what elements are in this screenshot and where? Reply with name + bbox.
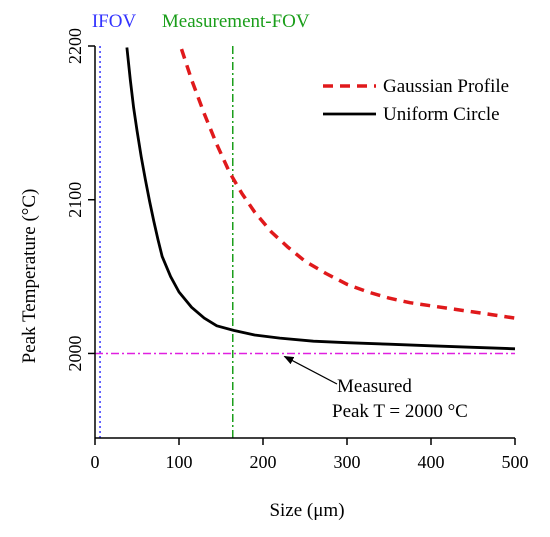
- ref-line-label-0: IFOV: [92, 11, 137, 32]
- series-line-gaussian-profile: [179, 48, 516, 320]
- x-tick-label-1: 100: [166, 452, 193, 472]
- legend-label-1: Uniform Circle: [383, 104, 500, 125]
- y-tick-label-1: 2100: [65, 182, 85, 218]
- x-tick-label-4: 400: [418, 452, 445, 472]
- axes: 0 100 200 300 400 500 2000 2100 2200: [65, 28, 529, 472]
- legend-label-0: Gaussian Profile: [383, 76, 509, 97]
- ref-line-label-1: Measurement-FOV: [162, 11, 310, 32]
- annotation: Measured Peak T = 2000 °C: [283, 355, 468, 422]
- x-tick-label-0: 0: [91, 452, 100, 472]
- y-tick-label-2: 2200: [65, 28, 85, 64]
- annotation-line-0: Measured: [337, 376, 412, 397]
- y-axis-label: Peak Temperature (°C): [19, 189, 40, 364]
- x-tick-label-5: 500: [502, 452, 529, 472]
- x-axis-label: Size (μm): [269, 500, 344, 521]
- series-layer: [125, 47, 516, 351]
- x-tick-label-3: 300: [334, 452, 361, 472]
- y-tick-label-0: 2000: [65, 335, 85, 371]
- x-tick-label-2: 200: [250, 452, 277, 472]
- annotation-line-1: Peak T = 2000 °C: [332, 401, 468, 422]
- series-line-uniform-circle: [125, 47, 516, 351]
- reference-lines: IFOV Measurement-FOV: [92, 11, 515, 438]
- legend: Gaussian Profile Uniform Circle: [323, 76, 509, 125]
- annotation-arrow: [283, 355, 338, 385]
